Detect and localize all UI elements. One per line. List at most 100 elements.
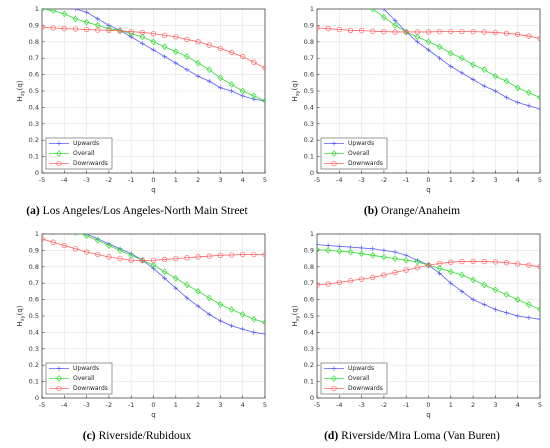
marker <box>128 28 134 35</box>
y-tick-label: 0 <box>310 394 314 402</box>
marker <box>42 236 45 242</box>
marker <box>381 272 387 278</box>
x-tick-label: -5 <box>314 176 320 184</box>
legend-marker <box>331 160 337 167</box>
y-tick-label: 0.3 <box>29 345 39 353</box>
marker <box>195 39 201 45</box>
y-tick-label: 0.9 <box>29 246 39 254</box>
marker <box>117 247 123 254</box>
y-tick-label: 0.8 <box>29 38 39 46</box>
marker <box>184 67 190 72</box>
marker <box>437 55 442 61</box>
marker <box>229 323 234 329</box>
marker <box>347 248 354 256</box>
marker <box>392 18 398 23</box>
legend-marker <box>331 141 337 146</box>
y-label-rest: (q) <box>16 80 24 90</box>
x-tick-label: -4 <box>336 401 342 409</box>
marker <box>493 307 498 312</box>
marker <box>381 248 387 253</box>
marker <box>358 27 365 34</box>
series-layer <box>317 9 540 112</box>
marker <box>262 97 265 105</box>
legend-marker <box>331 375 337 382</box>
y-tick-label: 0.2 <box>304 136 314 144</box>
marker <box>369 251 376 259</box>
marker <box>217 74 224 82</box>
marker <box>51 225 56 231</box>
y-tick-label: 0.7 <box>304 279 314 287</box>
marker <box>493 88 498 94</box>
marker <box>414 258 421 266</box>
marker <box>217 45 224 52</box>
legend-marker <box>331 366 337 371</box>
y-label-sub: xy <box>295 90 301 96</box>
marker <box>325 26 331 32</box>
y-tick-label: 1 <box>310 230 314 238</box>
marker <box>358 276 365 282</box>
y-label-sub: xy <box>295 315 301 321</box>
x-tick-label: -1 <box>128 176 134 184</box>
marker <box>336 247 343 255</box>
marker <box>403 29 409 35</box>
x-tick-label: -3 <box>83 176 89 184</box>
marker <box>325 243 331 248</box>
x-tick-label: 2 <box>196 176 200 184</box>
marker <box>217 301 224 308</box>
marker <box>94 237 101 244</box>
y-tick-label: 0.3 <box>304 120 314 128</box>
marker <box>347 27 354 33</box>
marker <box>150 38 157 46</box>
marker <box>425 262 432 268</box>
y-tick-label: 0.4 <box>304 103 314 111</box>
marker <box>348 244 353 250</box>
marker <box>161 43 168 51</box>
series-line <box>42 238 265 261</box>
y-tick-label: 0.1 <box>304 378 314 386</box>
marker <box>72 246 79 252</box>
marker <box>392 29 398 35</box>
marker <box>150 257 157 263</box>
marker <box>515 100 520 105</box>
axes-box <box>41 8 266 174</box>
marker <box>414 33 421 41</box>
marker <box>84 9 89 15</box>
y-axis-label: Hxy(q) <box>16 305 26 326</box>
marker <box>504 310 509 316</box>
marker <box>448 268 454 276</box>
marker <box>358 250 365 258</box>
x-tick-label: 2 <box>471 401 475 409</box>
x-tick-label: -2 <box>381 401 387 409</box>
y-tick-label: 0.9 <box>304 246 314 254</box>
y-tick-label: 1 <box>310 5 314 13</box>
marker <box>173 48 179 55</box>
marker <box>369 9 376 13</box>
legend: Upwards Overall Downwards <box>320 362 388 395</box>
marker <box>195 59 201 67</box>
marker <box>61 26 67 32</box>
y-tick-label: 0.8 <box>29 263 39 271</box>
y-tick-label: 0.5 <box>304 87 314 95</box>
marker <box>251 330 257 335</box>
y-tick-label: 0.6 <box>29 71 39 79</box>
legend-label: Overall <box>348 375 370 382</box>
marker <box>51 217 56 222</box>
x-tick-label: -2 <box>381 176 387 184</box>
marker <box>128 30 134 37</box>
legend-marker <box>56 160 62 167</box>
y-tick-label: 0.7 <box>29 54 39 62</box>
marker <box>515 31 521 38</box>
x-tick-label: 3 <box>218 401 222 409</box>
y-tick-label: 0.3 <box>29 120 39 128</box>
legend-marker <box>56 141 62 146</box>
y-tick-label: 0.3 <box>304 345 314 353</box>
x-tick-label: 1 <box>449 401 453 409</box>
marker <box>95 16 101 22</box>
marker <box>426 47 431 53</box>
series-line <box>371 9 540 98</box>
marker <box>381 253 387 261</box>
y-label-main: H <box>16 96 24 101</box>
x-tick-label: 3 <box>218 176 222 184</box>
marker <box>481 66 488 74</box>
marker <box>403 256 409 264</box>
